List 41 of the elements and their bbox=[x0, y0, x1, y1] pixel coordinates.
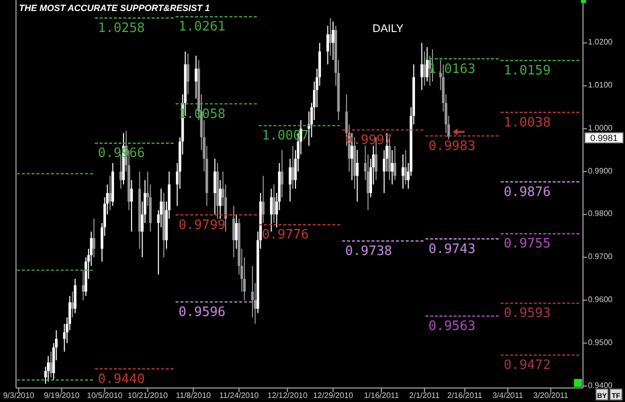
series-label: 1.0159 bbox=[504, 63, 551, 78]
x-tick-label: 10/21/2010 bbox=[128, 391, 168, 400]
x-tick-label: 11/8/2010 bbox=[176, 391, 212, 400]
text: 0.9981 bbox=[590, 132, 618, 143]
x-tick-label: 9/3/2010 bbox=[3, 391, 35, 400]
legend-label: 0.9983 bbox=[428, 138, 476, 154]
series-label: 0.9876 bbox=[504, 184, 551, 200]
series-label: 0.9596 bbox=[178, 304, 226, 320]
x-tick-label: 12/12/2010 bbox=[267, 391, 308, 400]
series-label: 0.9776 bbox=[262, 228, 309, 243]
x-tick-label: 3/20/2011 bbox=[533, 391, 569, 400]
x-tick-label: 10/5/2010 bbox=[86, 391, 124, 400]
series-label: 0.9738 bbox=[345, 244, 392, 260]
series-label: 0.9563 bbox=[428, 319, 476, 334]
x-tick-label: 3/4/2011 bbox=[492, 391, 524, 400]
series-label: 0.9799 bbox=[178, 218, 226, 233]
series-label: 1.0261 bbox=[178, 20, 226, 35]
annotation: DAILY bbox=[372, 23, 404, 35]
y-tick-label: 1.0000 bbox=[588, 123, 614, 132]
x-tick-label: 1/16/2011 bbox=[364, 391, 400, 400]
series-label: 1.0038 bbox=[504, 115, 551, 130]
y-tick-label: 1.0200 bbox=[588, 38, 614, 47]
y-tick-label: 0.9900 bbox=[588, 166, 614, 176]
y-tick-label: 1.0100 bbox=[588, 80, 614, 90]
series-label: 0.9743 bbox=[428, 242, 476, 257]
x-tick-label: 11/24/2010 bbox=[219, 391, 260, 400]
y-tick-label: 0.9800 bbox=[588, 209, 614, 218]
y-tick-label: 0.9600 bbox=[588, 295, 614, 304]
series-label: 0.9440 bbox=[98, 372, 145, 387]
x-tick-label: 2/1/2011 bbox=[409, 391, 440, 400]
y-tick-label: 0.9500 bbox=[588, 338, 614, 347]
series-label: 0.9472 bbox=[504, 358, 551, 374]
series-label: 0.9593 bbox=[504, 306, 551, 322]
x-tick-label: 2/16/2011 bbox=[447, 391, 483, 400]
x-tick-label: 9/19/2010 bbox=[44, 391, 80, 400]
y-tick-label: 0.9400 bbox=[588, 380, 614, 390]
series-label: 1.0258 bbox=[98, 21, 145, 36]
y-tick-label: 0.9700 bbox=[588, 252, 614, 262]
chart-title: THE MOST ACCURATE SUPPORT&RESIST 1 bbox=[19, 3, 210, 13]
series-label: 0.9755 bbox=[504, 236, 551, 252]
x-tick-label: 12/29/2010 bbox=[313, 391, 354, 400]
